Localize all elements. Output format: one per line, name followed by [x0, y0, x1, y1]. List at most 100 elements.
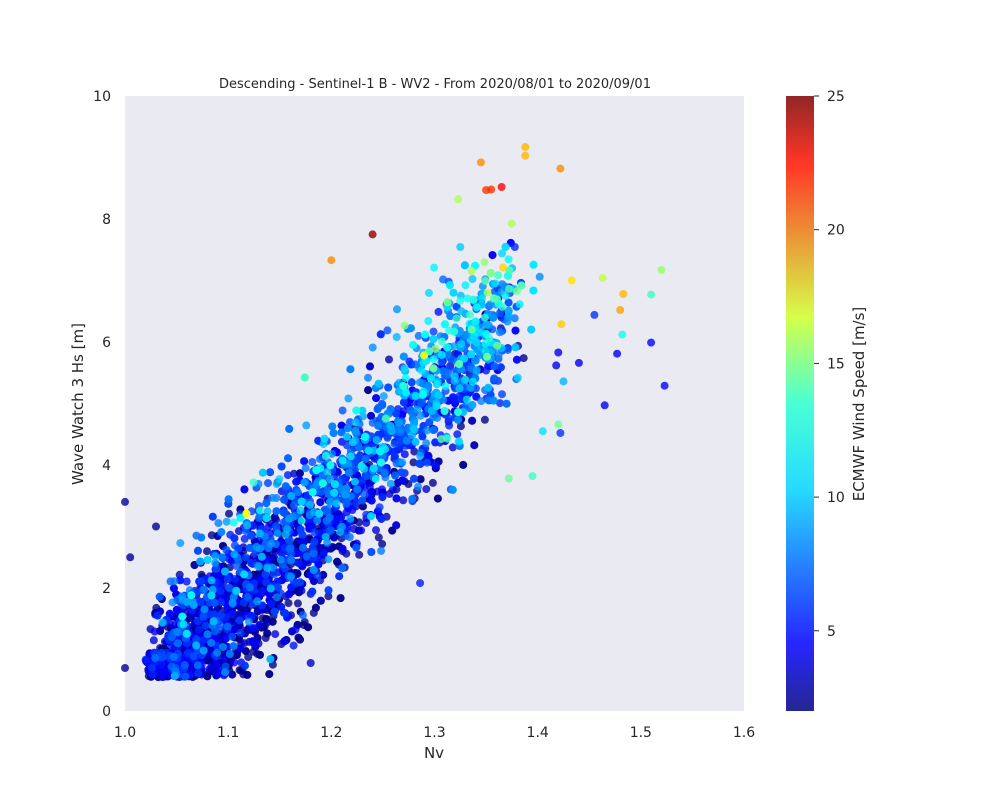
scatter-point — [247, 559, 256, 568]
scatter-point — [460, 354, 469, 363]
x-tick-label: 1.2 — [320, 725, 342, 741]
scatter-point — [372, 526, 380, 535]
scatter-point — [298, 530, 307, 539]
scatter-point — [189, 652, 198, 661]
scatter-point — [452, 314, 461, 323]
scatter-point — [194, 617, 202, 626]
scatter-point — [367, 512, 375, 521]
scatter-point — [196, 557, 205, 566]
scatter-point — [410, 474, 418, 483]
scatter-point — [336, 594, 345, 603]
scatter-point — [208, 512, 217, 521]
scatter-point — [466, 310, 474, 319]
scatter-point — [378, 540, 387, 548]
scatter-point — [285, 514, 294, 523]
scatter-point — [368, 230, 377, 239]
scatter-point — [616, 306, 625, 314]
scatter-point — [287, 556, 295, 565]
scatter-point — [312, 466, 321, 475]
scatter-point — [357, 526, 366, 535]
scatter-point — [309, 565, 318, 574]
scatter-point — [496, 399, 504, 408]
scatter-point — [414, 331, 423, 340]
scatter-point — [456, 296, 465, 305]
scatter-point — [352, 543, 361, 552]
scatter-point — [211, 552, 220, 561]
scatter-point — [281, 530, 290, 539]
scatter-point — [225, 509, 233, 518]
scatter-point — [495, 328, 504, 337]
scatter-point — [331, 480, 340, 489]
scatter-point — [600, 401, 609, 410]
scatter-point — [249, 624, 258, 632]
scatter-point — [203, 556, 212, 564]
scatter-point — [254, 513, 263, 522]
scatter-point — [229, 518, 238, 527]
x-tick-label: 1.5 — [630, 725, 652, 741]
scatter-point — [527, 325, 536, 334]
scatter-point — [385, 355, 393, 364]
scatter-point — [308, 587, 317, 596]
scatter-point — [413, 405, 422, 414]
scatter-point — [316, 487, 325, 496]
scatter-point — [167, 642, 176, 651]
scatter-point — [273, 529, 282, 538]
scatter-point — [158, 653, 167, 662]
scatter-point — [193, 661, 202, 670]
scatter-point — [468, 401, 477, 409]
scatter-point — [361, 432, 369, 441]
scatter-point — [388, 485, 397, 494]
scatter-point — [280, 495, 289, 504]
scatter-point — [423, 426, 432, 435]
scatter-point — [199, 646, 208, 655]
scatter-point — [310, 528, 319, 537]
scatter-point — [454, 437, 463, 446]
scatter-point — [559, 377, 568, 386]
scatter-point — [310, 537, 319, 546]
scatter-point — [386, 479, 395, 488]
scatter-point — [296, 506, 305, 515]
scatter-point — [302, 421, 311, 430]
scatter-point — [415, 378, 424, 387]
scatter-point — [205, 664, 214, 673]
scatter-point — [345, 533, 354, 541]
scatter-point — [490, 374, 499, 383]
scatter-point — [346, 418, 354, 427]
scatter-point — [304, 623, 313, 632]
y-tick-label: 4 — [102, 458, 111, 474]
scatter-point — [192, 641, 201, 650]
scatter-point — [362, 472, 371, 481]
scatter-point — [234, 557, 243, 566]
scatter-point — [472, 366, 481, 374]
scatter-point — [338, 406, 347, 415]
scatter-point — [294, 559, 303, 567]
colorbar-tick-label: 20 — [827, 223, 845, 239]
scatter-point — [321, 452, 330, 460]
scatter-point — [355, 453, 364, 462]
scatter-point — [313, 516, 322, 525]
scatter-point — [469, 295, 478, 304]
scatter-point — [176, 539, 185, 548]
scatter-point — [494, 351, 503, 360]
scatter-point — [400, 321, 409, 330]
scatter-point — [374, 533, 383, 542]
y-tick-label: 10 — [93, 89, 111, 105]
scatter-point — [379, 392, 388, 401]
scatter-point — [305, 523, 314, 532]
scatter-point — [490, 294, 498, 303]
scatter-point — [377, 514, 386, 523]
scatter-point — [574, 358, 583, 367]
scatter-point — [276, 555, 285, 564]
scatter-point — [461, 375, 470, 384]
scatter-point — [468, 416, 477, 425]
scatter-point — [443, 434, 452, 443]
scatter-point — [480, 313, 489, 322]
scatter-point — [384, 383, 393, 392]
scatter-point — [155, 592, 164, 601]
scatter-point — [343, 424, 352, 433]
scatter-point — [460, 261, 469, 270]
colorbar-tick-label: 15 — [827, 356, 845, 372]
scatter-point — [337, 428, 346, 437]
scatter-point — [454, 415, 463, 424]
scatter-point — [216, 598, 225, 607]
